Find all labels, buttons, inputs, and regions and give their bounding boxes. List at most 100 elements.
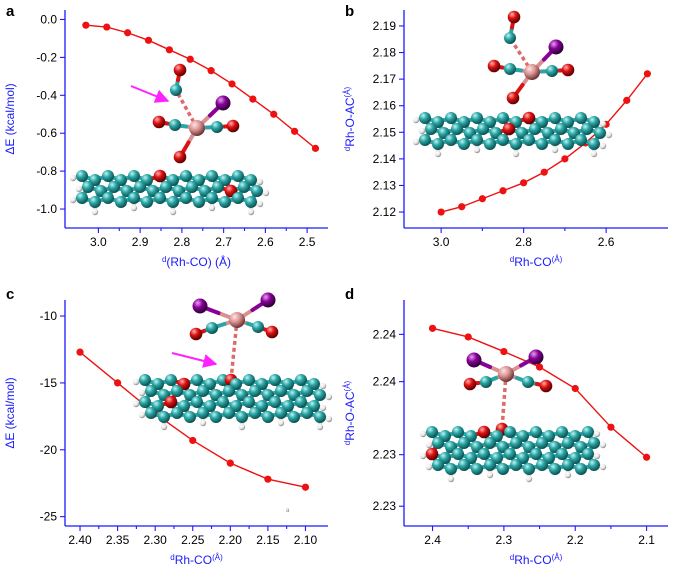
hydrogen-atom [599,120,607,128]
carbon-atom [211,121,223,133]
data-point [540,168,548,176]
carbon-atom [89,196,101,208]
carbon-atom [555,123,567,135]
carbon-atom [432,437,444,449]
hydrogen-atom [160,423,168,431]
carbon-atom [275,407,287,419]
hydrogen-atom [238,423,246,431]
carbon-atom [510,459,522,471]
x-axis-title-prefix: d [510,255,514,264]
x-tick-label: 2.3 [496,533,513,547]
hydrogen-atom [473,146,481,154]
data-point [228,80,236,88]
hydrogen-atom [425,463,433,471]
x-axis-title-main: Rh-CO [514,255,551,269]
carbon-atom [115,196,127,208]
carbon-atom [184,411,196,423]
x-tick-label: 3.0 [433,235,450,249]
carbon-atom [243,396,255,408]
carbon-atom [536,459,548,471]
oxygen-atom [153,169,167,183]
iodine-atom [260,292,276,308]
hydrogen-atom [419,430,427,438]
carbon-atom [581,123,593,135]
carbon-atom [139,374,151,386]
carbon-atom [504,448,516,460]
y-tick-label: 2.23 [373,448,397,462]
dashed-bond [229,319,239,381]
carbon-atom [217,396,229,408]
hydrogen-atom [551,146,559,154]
carbon-atom [497,463,509,475]
y-tick-label: -15 [40,376,58,390]
carbon-atom [556,448,568,460]
data-point [270,110,278,118]
carbon-atom [262,411,274,423]
hydrogen-atom [91,208,99,216]
highlight-arrow-c [171,352,218,368]
carbon-atom [180,192,192,204]
data-point [82,21,90,29]
carbon-atom [452,448,464,460]
oxygen-atom [487,59,501,73]
carbon-atom [197,385,209,397]
data-point [478,195,486,203]
data-point [520,179,528,187]
carbon-atom [588,437,600,449]
carbon-atom [158,411,170,423]
carbon-atom [556,426,568,438]
y-tick-label: 2.12 [373,205,397,219]
y-tick-label: 2.16 [373,99,397,113]
hydrogen-atom [590,150,598,158]
carbon-atom [134,181,146,193]
carbon-atom [504,426,516,438]
data-point [623,96,631,104]
carbon-atom [426,426,438,438]
carbon-atom [145,407,157,419]
x-tick-label: 2.40 [68,533,92,547]
carbon-atom [594,127,606,139]
carbon-atom [478,448,490,460]
iodine-atom [548,39,564,55]
carbon-atom [471,463,483,475]
y-axis-title-prefix: d [343,147,352,151]
data-point [165,46,173,54]
oxygen-atom [265,325,279,339]
carbon-atom [536,437,548,449]
y-axis-title: ΔE (kcal/mol) [3,83,17,154]
y-axis-title-prefix: d [343,441,352,445]
data-point [226,459,234,467]
carbon-atom [160,181,172,193]
carbon-atom [575,112,587,124]
carbon-atom [269,396,281,408]
carbon-atom [249,407,261,419]
carbon-atom [232,192,244,204]
carbon-atom [102,170,114,182]
data-point [642,453,651,461]
data-point [189,436,197,445]
x-tick-label: 2.6 [257,235,274,249]
y-tick-label: -0.2 [36,50,57,64]
rhodium-atom [524,64,540,80]
data-point [207,67,215,75]
carbon-atom [245,196,257,208]
carbon-atom [301,385,313,397]
carbon-atom [243,374,255,386]
data-point [458,203,466,211]
data-point [264,475,272,483]
carbon-atom [169,119,181,131]
y-axis-title: dRh-O-AC(Å) [343,86,357,151]
carbon-atom [562,437,574,449]
carbon-atom [102,192,114,204]
y-axis-title: ΔE (kcal/mol) [3,377,17,448]
carbon-atom [295,396,307,408]
data-point [428,324,437,332]
carbon-atom [249,385,261,397]
x-tick-label: 2.8 [515,235,532,249]
carbon-atom [471,134,483,146]
carbon-atom [212,181,224,193]
y-tick-label: -1.0 [36,202,57,216]
data-point [571,384,579,393]
x-axis-title-main: (Rh-CO) (Å) [166,254,231,269]
